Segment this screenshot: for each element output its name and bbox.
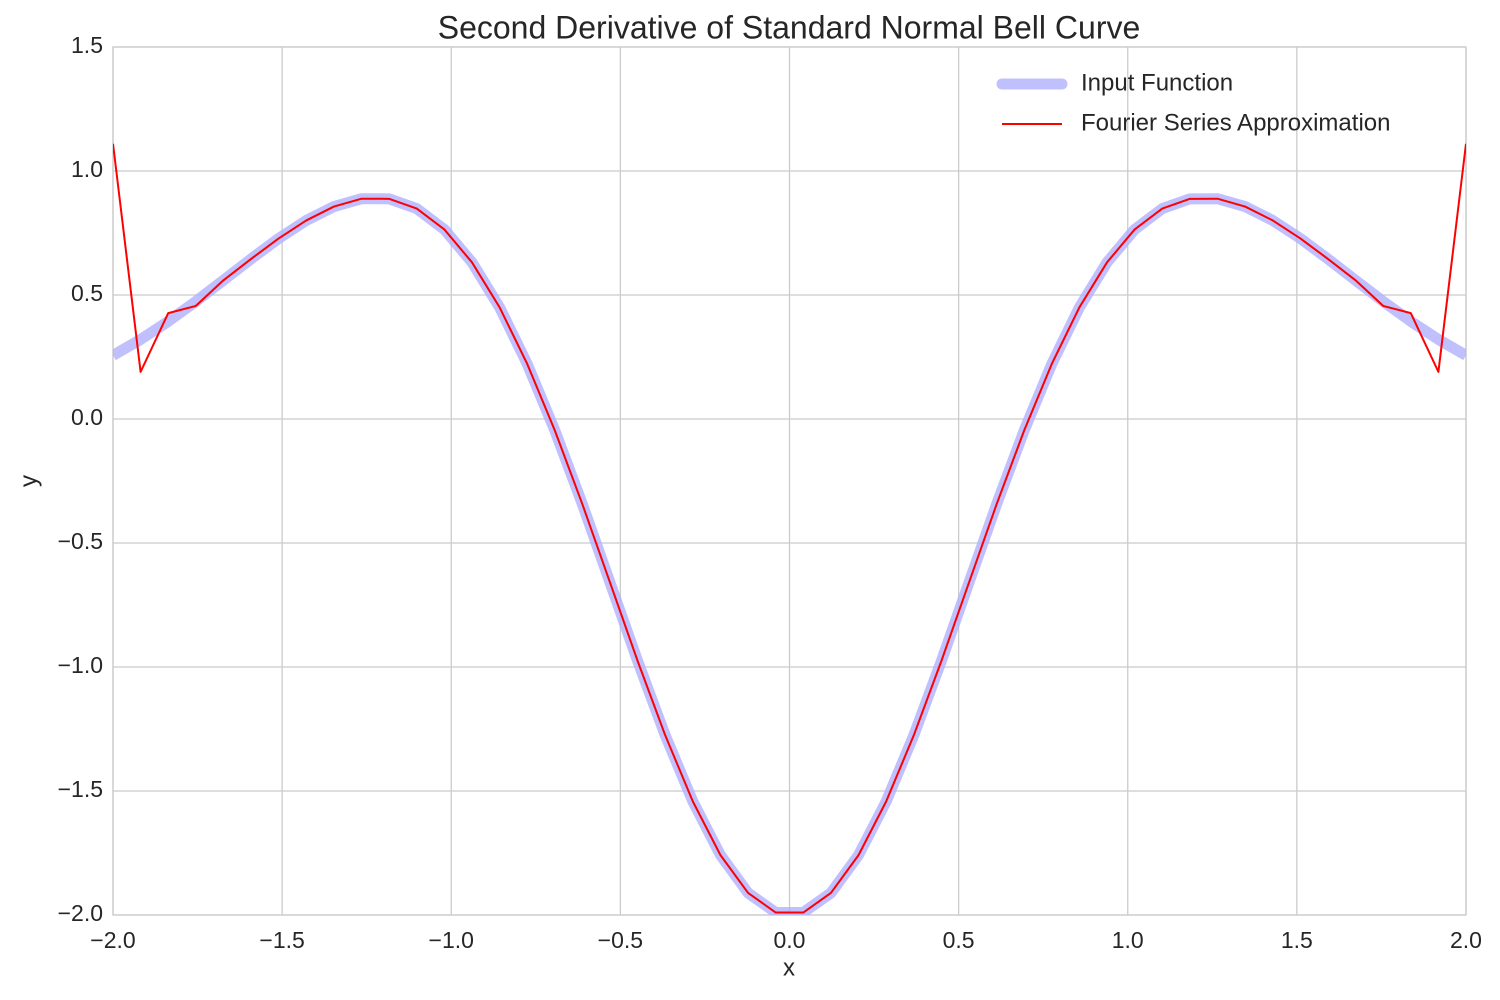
y-tick-label: 1.0 (71, 156, 103, 182)
y-tick-label: 0.0 (71, 404, 103, 430)
x-tick-label: −1.5 (259, 927, 304, 953)
x-tick-label: 1.0 (1112, 927, 1144, 953)
x-tick-label: 2.0 (1450, 927, 1482, 953)
x-tick-label: 0.5 (943, 927, 975, 953)
legend-label: Input Function (1081, 69, 1233, 96)
legend-label: Fourier Series Approximation (1081, 109, 1390, 136)
x-tick-label: 1.5 (1281, 927, 1313, 953)
x-tick-label: 0.0 (774, 927, 806, 953)
x-tick-label: −1.0 (429, 927, 474, 953)
series-line (113, 143, 1466, 914)
y-tick-label: 0.5 (71, 280, 103, 306)
x-axis-label: x (783, 954, 795, 981)
y-tick-label: −1.5 (58, 776, 103, 802)
chart-title: Second Derivative of Standard Normal Bel… (438, 9, 1141, 45)
y-tick-label: −0.5 (58, 528, 103, 554)
y-tick-label: −1.0 (58, 652, 103, 678)
x-tick-label: −2.0 (90, 927, 135, 953)
x-tick-label: −0.5 (598, 927, 643, 953)
y-tick-label: −2.0 (58, 900, 103, 926)
y-tick-label: 1.5 (71, 32, 103, 58)
y-axis-label: y (15, 475, 42, 487)
